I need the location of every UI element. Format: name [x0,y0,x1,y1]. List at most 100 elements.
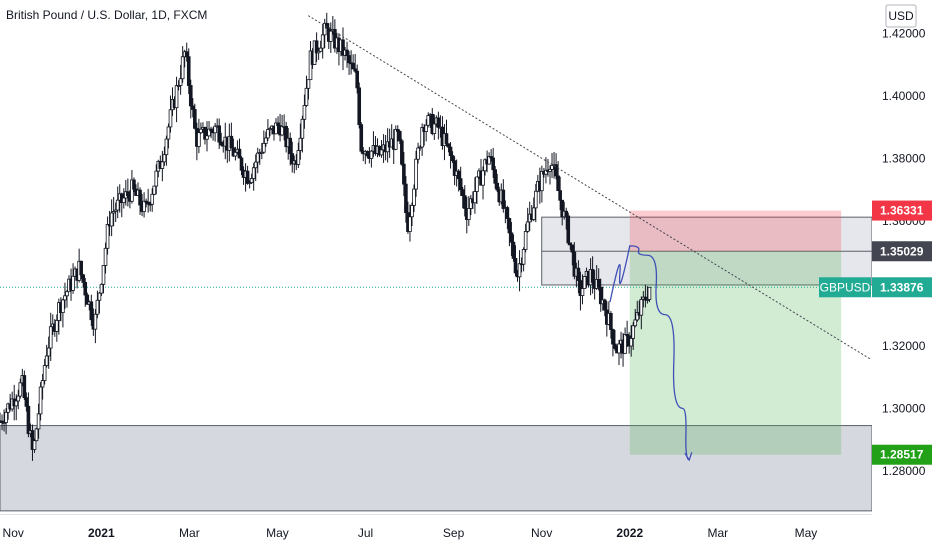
candle-body [495,182,500,191]
candle-body [416,147,420,160]
candle-body [402,163,406,185]
candle-body [572,251,577,277]
candle-body [365,150,370,157]
candle-body [276,122,280,127]
candle-body [420,127,424,148]
currency-label: USD [888,9,914,23]
candle-body [580,288,585,296]
candle-body [99,283,104,294]
candle-body [456,170,461,180]
x-tick-label: 2022 [616,526,643,540]
candle-body [231,147,236,157]
candle-body [247,182,252,184]
candle-body [467,208,471,220]
candle-body [288,137,293,155]
candle-body [444,133,449,145]
candle-body [316,50,321,54]
candle-body [353,68,357,72]
candle-body [284,125,288,148]
candle-body [393,128,398,150]
candle-body [355,70,359,89]
candle-body [132,179,136,190]
candle-body [523,231,528,250]
x-tick-label: Mar [708,526,729,540]
current-price-badge [872,277,932,298]
candle-body [507,218,512,234]
candle-body [146,201,150,205]
candle-body [0,420,4,424]
trendline [308,15,871,360]
candle-body [631,325,636,339]
candle-body [410,205,414,218]
candle-body [71,275,75,291]
candle-body [475,176,479,192]
candle-body [462,195,467,209]
candle-body [556,175,560,192]
candle-body [308,50,313,81]
candle-body [450,155,455,162]
candle-body [424,124,428,132]
candle-body [357,87,362,126]
candle-body [199,128,203,134]
candle-body [251,167,256,179]
candle-body [625,334,629,337]
candle-body [239,157,244,171]
current-price-label: 1.33876 [880,280,924,294]
candle-body [320,34,325,49]
candle-body [609,313,613,330]
candle-body [274,122,278,135]
candle-body [101,265,106,285]
candle-body [122,197,126,204]
candle-body [63,295,67,301]
candle-body [174,85,179,109]
candle-body [115,199,120,211]
candle-body [645,299,650,301]
y-tick-label: 1.42000 [882,26,926,40]
candle-body [347,55,351,64]
candle-body [489,156,493,159]
symbol-badge [819,277,871,298]
candle-body [521,249,526,265]
y-tick-label: 1.30000 [882,401,926,415]
projection-curve [609,245,690,461]
chart-title: British Pound / U.S. Dollar, 1D, FXCM [6,8,208,22]
candle-body [105,224,110,249]
candle-body [623,334,627,354]
candle-body [314,40,319,54]
candle-body [578,280,583,296]
candle-body [300,118,305,139]
candle-body [83,281,88,296]
candle-body [260,151,264,154]
candle-body [412,188,416,206]
candle-body [213,125,217,134]
candle-body [93,313,98,330]
candle-body [436,117,441,128]
candle-body [395,128,400,132]
candle-body [188,85,193,107]
candle-body [193,109,197,129]
candle-body [511,241,516,259]
candle-body [611,329,615,345]
candle-body [166,126,171,140]
candle-body [432,123,437,134]
candle-body [296,150,301,165]
candle-body [473,191,477,204]
candle-body [531,207,536,220]
candle-body [322,22,327,36]
candle-body [168,109,173,128]
candle-body [617,343,621,354]
currency-button[interactable] [885,4,917,28]
target-price-badge [872,444,932,465]
candle-body [550,164,554,170]
candle-body [487,156,491,165]
candle-body [398,131,402,142]
candle-body [544,169,548,175]
candle-body [180,56,185,80]
candle-body [30,430,35,450]
candle-body [408,216,412,232]
candle-body [564,210,569,217]
candle-body [306,79,311,89]
x-tick-label: Mar [179,526,200,540]
candle-body [162,154,167,163]
